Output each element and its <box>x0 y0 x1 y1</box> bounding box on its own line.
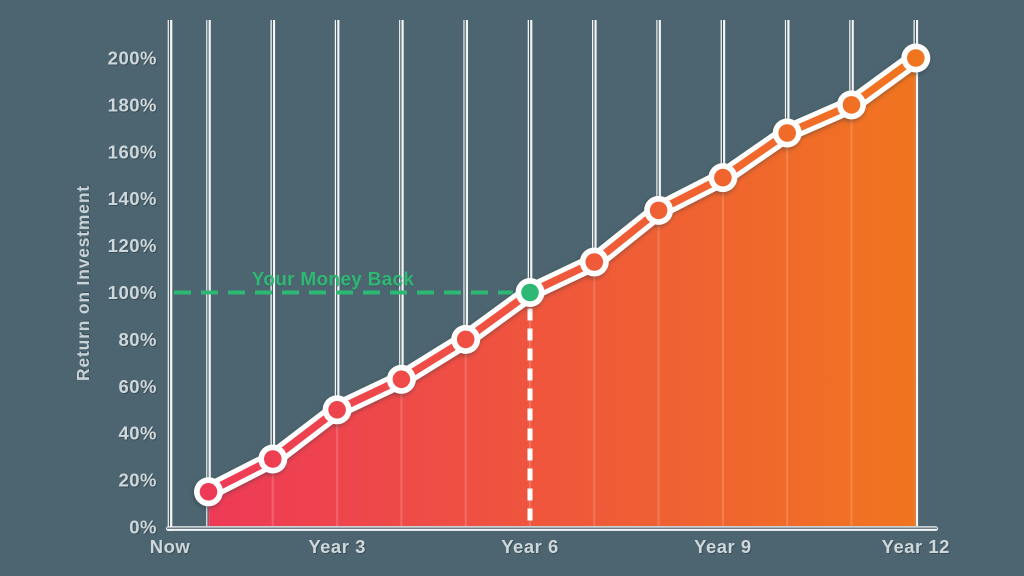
y-axis-tick-label: 0% <box>129 517 157 538</box>
x-axis-tick-label: Now <box>150 536 191 557</box>
gridline-year-6 <box>527 20 533 526</box>
y-axis-tick-label: 20% <box>118 470 157 491</box>
y-axis-title: Return on Investment <box>73 185 93 381</box>
y-axis-tick-label: 120% <box>108 235 157 256</box>
y-axis-tick-label: 160% <box>108 141 157 162</box>
data-point-year-8 <box>644 195 674 225</box>
money-back-point <box>515 278 545 307</box>
y-axis-tick-label: 140% <box>108 188 157 209</box>
money-back-label: Your Money Back <box>252 270 415 291</box>
data-point-year-12 <box>901 43 931 73</box>
y-axis <box>167 20 173 531</box>
y-axis-tick-label: 180% <box>108 94 157 115</box>
data-point-year-3 <box>322 395 352 425</box>
data-point-year-9 <box>708 163 738 193</box>
gridline-year-5 <box>463 20 468 526</box>
data-point-year-7 <box>579 247 609 277</box>
gridline-year-4 <box>399 20 404 526</box>
x-axis-tick-label: Year 9 <box>694 536 752 557</box>
data-point-year-4 <box>386 364 416 394</box>
x-axis <box>166 526 938 531</box>
gridline-year-3 <box>334 20 340 526</box>
x-axis-tick-label: Year 6 <box>501 536 559 557</box>
y-axis-tick-label: 100% <box>108 282 157 303</box>
y-axis-tick-label: 60% <box>118 376 157 397</box>
gridline-year-2 <box>270 20 276 526</box>
data-point-year-2 <box>258 444 288 474</box>
gridline-year-1 <box>206 20 211 526</box>
data-point-year-1 <box>194 477 223 507</box>
y-axis-tick-label: 200% <box>108 48 157 69</box>
y-axis-tick-label: 40% <box>118 423 157 444</box>
roi-line-series <box>194 43 931 507</box>
data-point-year-5 <box>451 324 481 354</box>
y-axis-tick-label: 80% <box>118 329 157 350</box>
x-axis-tick-label: Year 12 <box>882 536 950 557</box>
data-point-year-10 <box>772 118 802 148</box>
x-axis-tick-label: Year 3 <box>308 536 366 557</box>
data-point-year-11 <box>837 90 866 120</box>
